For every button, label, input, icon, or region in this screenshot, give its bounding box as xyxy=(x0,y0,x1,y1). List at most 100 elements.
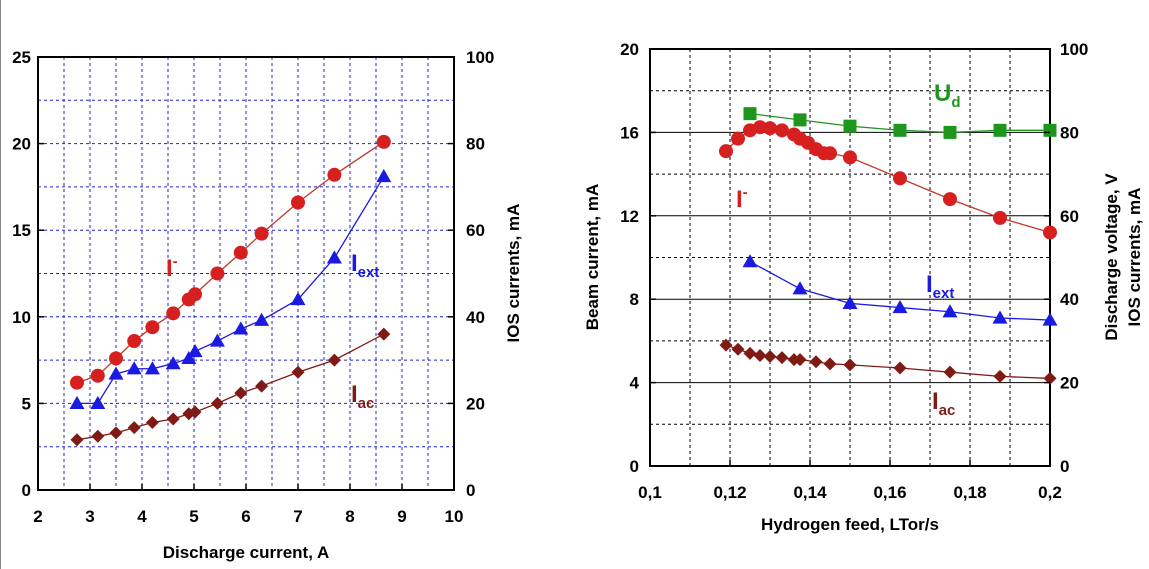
right-chart: 0,1 0,12 0,14 0,16 0,18 0,2 0 4 8 12 16 20 0 20 40 60… xyxy=(583,40,1144,534)
right-x-axis-label: Hydrogen feed, LTor/s xyxy=(761,515,939,534)
left-x-tick-labels: 2 3 4 5 6 7 8 9 10 xyxy=(33,484,463,526)
right-x-tick-labels: 0,1 0,12 0,14 0,16 0,18 0,2 xyxy=(638,460,1062,502)
right-series-label-iac: Iac xyxy=(932,388,955,419)
left-x-axis-label: Discharge current, A xyxy=(163,543,330,562)
data-point-diamond xyxy=(188,405,202,419)
data-point-diamond xyxy=(70,433,84,447)
data-point-diamond xyxy=(377,327,391,341)
data-point-diamond xyxy=(843,358,857,372)
data-point-diamond xyxy=(210,396,224,410)
right-plot-frame xyxy=(649,48,1051,467)
data-point-triangle xyxy=(1042,312,1058,326)
right-series-label-iext: Iext xyxy=(926,271,954,302)
data-point-circle xyxy=(327,167,342,182)
left-series-marks xyxy=(69,134,392,447)
label-main: U xyxy=(934,80,951,107)
x-tick-label: 7 xyxy=(293,507,302,526)
data-point-diamond xyxy=(993,369,1007,383)
x-tick-label: 2 xyxy=(33,507,42,526)
data-point-triangle xyxy=(144,361,160,375)
x-tick-label: 3 xyxy=(85,507,94,526)
data-point-circle xyxy=(993,210,1007,225)
data-point-diamond xyxy=(809,355,823,369)
data-point-circle xyxy=(127,334,142,349)
y-tick-label: 8 xyxy=(630,290,639,309)
y2-tick-label: 0 xyxy=(466,481,475,500)
y2-tick-label: 60 xyxy=(1060,207,1079,226)
data-point-triangle xyxy=(165,356,181,370)
data-point-diamond xyxy=(893,361,907,375)
right-series-label-ud: Ud xyxy=(934,80,961,111)
data-point-diamond xyxy=(91,429,105,443)
x-tick-label: 8 xyxy=(345,507,354,526)
x-tick-label: 0,16 xyxy=(873,483,906,502)
right-y-axis-label: Beam current, mA xyxy=(583,184,602,330)
label-sup: - xyxy=(173,253,178,270)
right-y-tick-labels: 0 4 8 12 16 20 xyxy=(620,40,656,476)
data-point-circle xyxy=(775,123,789,138)
right-grid xyxy=(650,49,1050,466)
data-point-triangle xyxy=(992,310,1008,324)
right-series-marks xyxy=(719,107,1058,385)
label-sub: ac xyxy=(358,395,375,412)
y2-tick-label: 60 xyxy=(466,221,485,240)
data-point-triangle xyxy=(842,295,858,309)
data-point-triangle xyxy=(376,169,392,183)
y-tick-label: 4 xyxy=(630,374,640,393)
data-point-diamond xyxy=(793,353,807,367)
data-point-circle xyxy=(291,195,305,210)
data-point-diamond xyxy=(823,357,837,371)
data-point-diamond xyxy=(763,350,777,364)
y-tick-label: 25 xyxy=(12,48,31,67)
x-tick-label: 0,18 xyxy=(953,483,986,502)
x-tick-label: 0,1 xyxy=(638,483,662,502)
x-tick-label: 10 xyxy=(445,507,464,526)
data-point-diamond xyxy=(1043,371,1057,385)
label-sup: - xyxy=(743,184,748,201)
data-point-diamond xyxy=(166,412,180,426)
data-point-diamond xyxy=(109,426,123,440)
data-point-triangle xyxy=(290,291,306,306)
data-point-triangle xyxy=(209,333,225,347)
data-point-diamond xyxy=(775,351,789,365)
y-tick-label: 0 xyxy=(22,481,31,500)
data-point-square xyxy=(993,123,1007,137)
label-sub: d xyxy=(951,94,960,111)
data-point-triangle xyxy=(69,395,85,410)
data-point-circle xyxy=(731,131,745,146)
data-point-diamond xyxy=(743,346,757,360)
label-main: I xyxy=(926,271,933,298)
data-point-circle xyxy=(1043,225,1057,240)
data-point-triangle xyxy=(90,395,106,410)
y-tick-label: 12 xyxy=(620,207,639,226)
right-series-lines xyxy=(725,112,1051,380)
data-point-diamond xyxy=(127,421,141,435)
y2-tick-label: 100 xyxy=(466,48,494,67)
data-point-circle xyxy=(823,146,837,161)
data-point-circle xyxy=(210,266,225,281)
data-point-diamond xyxy=(145,415,159,429)
label-main: I xyxy=(932,388,939,415)
left-y2-axis-label: IOS currents, mA xyxy=(504,204,523,343)
label-main: I xyxy=(351,250,358,277)
data-point-triangle xyxy=(108,366,124,380)
right-y2-tick-labels: 0 20 40 60 80 100 xyxy=(1044,40,1088,476)
left-grid xyxy=(38,57,454,490)
y-tick-label: 20 xyxy=(12,135,31,154)
left-y-tick-labels: 0 5 10 15 20 25 xyxy=(12,48,44,500)
x-tick-label: 5 xyxy=(189,507,198,526)
y-tick-label: 20 xyxy=(620,40,639,59)
data-point-square xyxy=(793,113,807,127)
x-tick-label: 0,2 xyxy=(1038,483,1062,502)
data-point-square xyxy=(943,125,957,139)
right-y2-axis-label-1: Discharge voltage, V xyxy=(1102,173,1121,341)
y2-tick-label: 20 xyxy=(466,394,485,413)
data-point-circle xyxy=(943,192,957,207)
y2-tick-label: 100 xyxy=(1060,40,1088,59)
data-point-circle xyxy=(893,171,907,186)
data-point-diamond xyxy=(753,348,767,362)
data-point-circle xyxy=(763,121,777,136)
left-series-label-iac: Iac xyxy=(351,381,374,412)
x-tick-label: 4 xyxy=(137,507,147,526)
